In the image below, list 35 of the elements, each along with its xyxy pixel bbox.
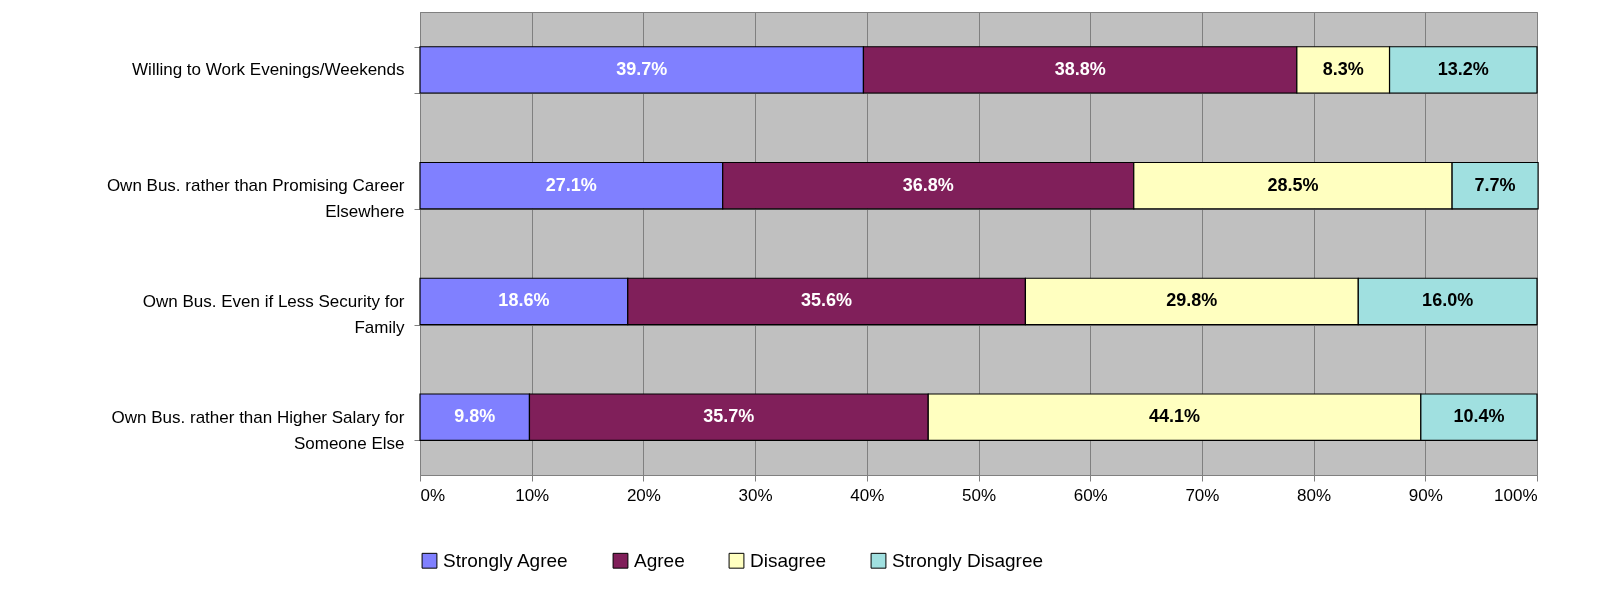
x-tick-label: 60% — [1073, 485, 1108, 505]
x-tick-label: 30% — [738, 485, 773, 505]
x-tick-label: 100% — [1494, 485, 1538, 505]
data-label: 35.7% — [703, 406, 755, 427]
legend-label: Strongly Agree — [443, 549, 568, 571]
legend-label: Strongly Disagree — [892, 549, 1044, 571]
data-label: 38.8% — [1054, 58, 1106, 79]
y-tick-label: Own Bus. rather than Promising Career Elsewhere — [106, 176, 405, 222]
x-tick-label: 50% — [961, 485, 997, 505]
data-label: 27.1% — [545, 174, 597, 195]
x-tick-label: 20% — [626, 485, 661, 505]
data-label: 44.1% — [1149, 406, 1201, 427]
data-label: 35.6% — [801, 290, 853, 311]
data-label: 16.0% — [1422, 290, 1474, 311]
data-label: 36.8% — [902, 174, 954, 195]
x-tick-label: 80% — [1297, 485, 1332, 505]
data-label: 10.4% — [1453, 406, 1505, 427]
y-tick-label: Own Bus. Even if Less Security for Family — [142, 291, 405, 337]
y-tick-label: Willing to Work Evenings/Weekends — [132, 60, 405, 80]
y-tick-label: Own Bus. rather than Higher Salary for Someone Else — [111, 407, 405, 453]
x-tick-label: 90% — [1408, 485, 1443, 505]
data-label: 8.3% — [1322, 58, 1364, 79]
x-tick-label: 0% — [420, 485, 446, 505]
data-label: 29.8% — [1166, 290, 1218, 311]
x-tick-label: 70% — [1185, 485, 1220, 505]
data-label: 9.8% — [454, 406, 496, 427]
x-tick-label: 40% — [850, 485, 885, 505]
data-label: 28.5% — [1267, 174, 1319, 195]
data-label: 7.7% — [1474, 174, 1516, 195]
legend-label: Agree — [634, 549, 685, 571]
data-label: 18.6% — [498, 290, 550, 311]
x-tick-label: 10% — [515, 485, 550, 505]
data-label: 39.7% — [616, 58, 668, 79]
legend-label: Disagree — [750, 549, 827, 571]
data-label: 13.2% — [1437, 58, 1489, 79]
